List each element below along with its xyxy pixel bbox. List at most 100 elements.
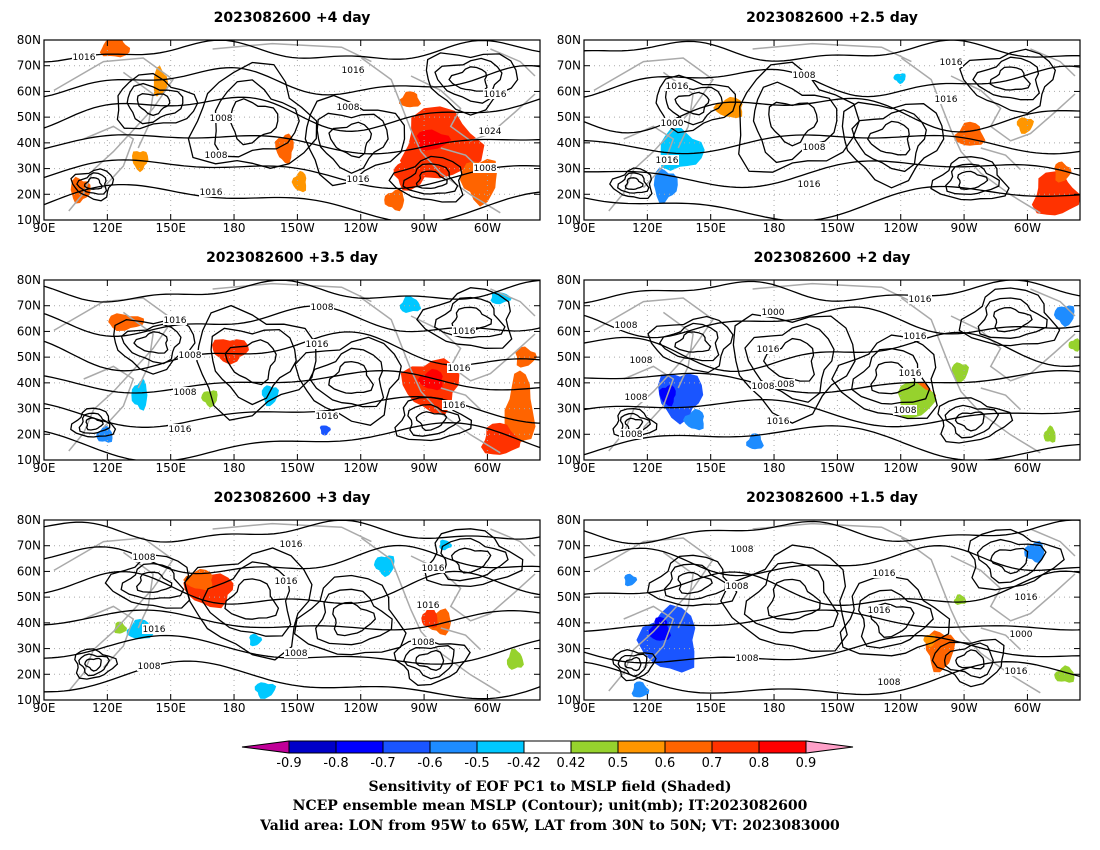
isobar-contour xyxy=(584,185,1080,220)
colorbar-label: -0.42 xyxy=(507,756,541,771)
lat-label: 30N xyxy=(557,162,581,176)
map-frame xyxy=(43,39,541,221)
sensitivity-patch xyxy=(954,121,986,146)
lon-label: 120E xyxy=(92,701,123,715)
contour-label: 1008 xyxy=(179,351,202,361)
isobar-contour xyxy=(658,322,720,362)
lon-label: 150E xyxy=(155,461,186,475)
colorbar-segment xyxy=(335,740,384,754)
isobar-contour xyxy=(416,287,513,349)
contour-label: 1008 xyxy=(878,678,901,688)
contour-label: 1016 xyxy=(143,625,166,635)
contour-label: 1016 xyxy=(443,401,466,411)
contour-label: 1008 xyxy=(337,103,360,113)
isobar-contour xyxy=(584,134,1080,155)
contour-label-bg xyxy=(1004,666,1028,676)
isobar-contour xyxy=(762,337,816,382)
coastline xyxy=(83,125,135,189)
contour-label: 1008 xyxy=(726,582,749,592)
contour-label-bg xyxy=(893,405,917,415)
isobar-contour xyxy=(584,306,1080,339)
isobar-contour xyxy=(423,528,524,588)
contour-label: 1000 xyxy=(1010,630,1033,640)
colorbar-segment xyxy=(288,740,337,754)
sensitivity-patch xyxy=(417,368,443,391)
contour-label-bg xyxy=(416,600,440,610)
lat-label: 60N xyxy=(557,324,581,338)
coastline xyxy=(360,537,501,694)
lat-label: 10N xyxy=(557,213,581,227)
lat-label: 60N xyxy=(17,324,41,338)
contour-label: 1008 xyxy=(133,553,156,563)
contour-label-bg xyxy=(442,400,466,410)
isobar-contour xyxy=(738,61,860,173)
contour-label: 1016 xyxy=(73,53,96,63)
coastline xyxy=(212,42,372,63)
sensitivity-patch xyxy=(624,573,638,587)
isobar-contour xyxy=(646,554,738,607)
isobar-contour xyxy=(44,422,540,460)
contour-label-bg xyxy=(473,163,497,173)
map-panel-5: 2023082600 +3 day10081016101610161016100… xyxy=(17,490,541,715)
sensitivity-patch xyxy=(1024,540,1045,564)
isobar-contour xyxy=(393,638,471,686)
contour-label-bg xyxy=(802,142,826,152)
isobar-contour xyxy=(450,547,492,574)
isobar-contour xyxy=(955,649,985,670)
coastline xyxy=(752,522,912,543)
contour-label: 1016 xyxy=(666,82,689,92)
lat-label: 40N xyxy=(557,376,581,390)
contour-label-bg xyxy=(137,661,161,671)
sensitivity-patch xyxy=(490,291,512,305)
contour-label: 1016 xyxy=(1005,667,1028,677)
contour-label-bg xyxy=(72,52,96,62)
map-field: 1008 1016 1016 1008 1008 1016 1016 1016 1016 1016 xyxy=(44,280,540,460)
lat-label: 70N xyxy=(17,299,41,313)
isobar-contour xyxy=(584,40,1080,62)
lat-label: 40N xyxy=(17,376,41,390)
isobar-contour xyxy=(584,545,1080,577)
coastline xyxy=(623,365,675,429)
map-frame xyxy=(583,279,1081,461)
contour-label-bg xyxy=(761,307,785,317)
contour-label: 1016 xyxy=(417,601,440,611)
coastline xyxy=(440,387,482,411)
isobar-contour xyxy=(133,331,169,354)
contour-label: 1016 xyxy=(453,327,476,337)
isobar-contour xyxy=(869,602,915,638)
isobar-contour xyxy=(624,177,644,191)
map-panel-4: 2023082600 +2 day10081016100810161016100… xyxy=(557,250,1081,475)
coastline xyxy=(980,387,1022,411)
isobar-contour xyxy=(85,417,104,431)
contour-label: 1016 xyxy=(899,369,922,379)
map-panel-2: 2023082600 +2.5 day101610081016100010161… xyxy=(557,10,1081,235)
isobar-contour xyxy=(967,528,1065,591)
sensitivity-patch xyxy=(399,91,422,108)
contour-label-bg xyxy=(730,544,754,554)
isobar-contour xyxy=(976,538,1047,584)
isobar-contour xyxy=(617,653,648,677)
contour-label-bg xyxy=(792,70,816,80)
contour-label: 1016 xyxy=(798,180,821,190)
lon-label: 60W xyxy=(474,221,501,235)
lat-label: 70N xyxy=(17,59,41,73)
panel-title: 2023082600 +3 day xyxy=(214,490,371,506)
isobar-contour xyxy=(993,306,1033,333)
lon-label: 90W xyxy=(951,701,978,715)
sensitivity-patch xyxy=(1068,338,1080,352)
isobar-contour xyxy=(584,661,1080,696)
isobar-contour xyxy=(224,339,277,386)
sensitivity-patch xyxy=(132,151,149,173)
contour-label-bg xyxy=(660,118,684,128)
contour-label: 1016 xyxy=(656,156,679,166)
coastline xyxy=(410,75,536,142)
isobar-contour xyxy=(44,544,540,575)
isobar-contour xyxy=(744,323,835,403)
isobar-contour xyxy=(120,562,185,600)
isobar-contour xyxy=(415,170,448,190)
contour-label-bg xyxy=(178,350,202,360)
colorbar-label: -0.7 xyxy=(370,756,395,771)
colorbar-segment xyxy=(429,740,478,754)
coastline xyxy=(122,71,154,149)
isobar-contour xyxy=(44,64,540,98)
